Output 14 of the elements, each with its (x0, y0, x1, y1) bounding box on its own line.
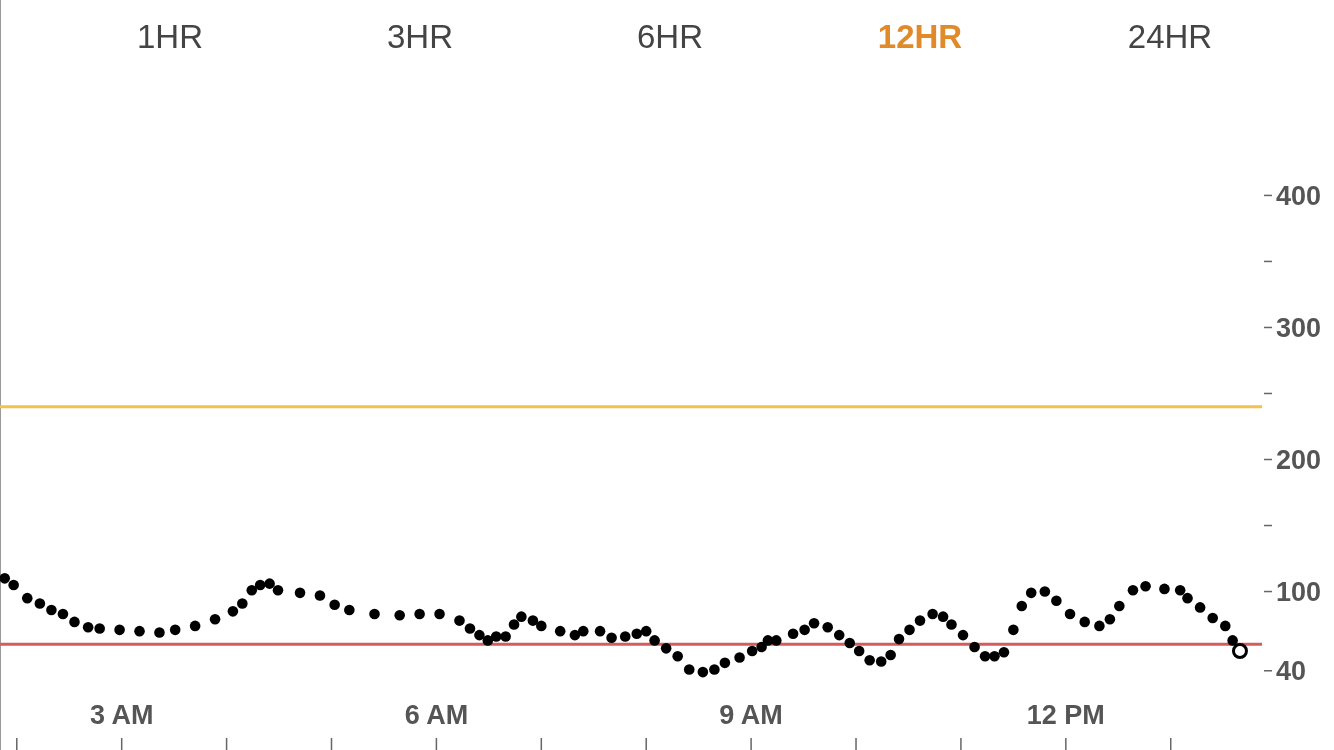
y-tick-label: 100 (1276, 577, 1322, 607)
y-tick-label: 400 (1276, 180, 1322, 211)
annotation: 3HR (386, 18, 454, 55)
y-tick-label: 40 (1276, 656, 1307, 687)
x-tick-label: 3 AM (89, 700, 154, 730)
annotation: 6HR (636, 18, 704, 55)
x-tick-label: 9 AM (719, 700, 783, 730)
annotation: 1HR (136, 18, 204, 55)
y-tick-label: 200 (1276, 444, 1322, 475)
annotation: 12HR (877, 18, 963, 55)
x-tick-label: 12 PM (1026, 700, 1105, 730)
annotation: 24HR (1127, 18, 1213, 55)
y-tick-label: 300 (1276, 312, 1322, 343)
x-tick-label: 6 AM (404, 700, 469, 730)
